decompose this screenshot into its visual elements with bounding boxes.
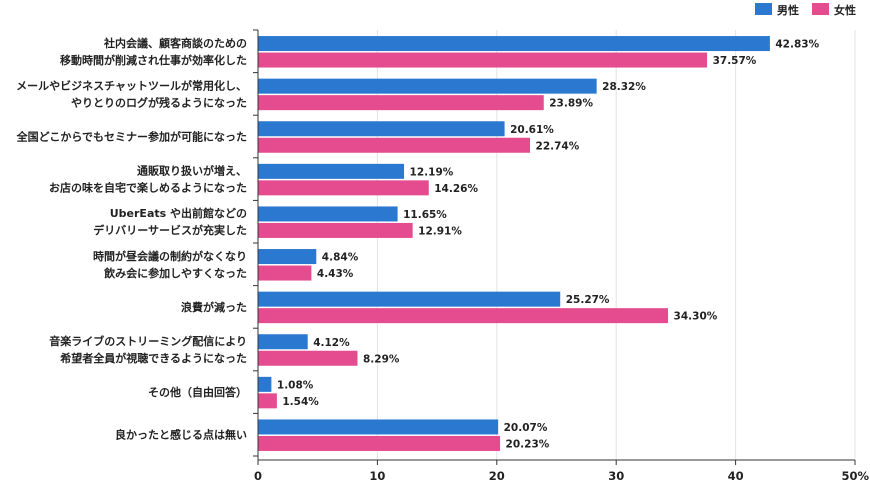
bar-female [258, 435, 501, 451]
category-label-line: 浪費が減った [181, 300, 247, 314]
bar-female [258, 95, 544, 111]
bar-female [258, 52, 708, 68]
bar-female [258, 180, 429, 196]
bar-male [258, 121, 505, 137]
bar-female [258, 350, 358, 366]
value-label: 20.23% [506, 438, 550, 450]
category-label-line: お店の味を自宅で楽しめるようになった [49, 181, 247, 195]
value-label: 25.27% [566, 294, 610, 306]
x-tick-label: 20 [489, 469, 505, 483]
bar-male [258, 376, 272, 392]
category-label: その他（自由回答） [148, 385, 247, 399]
value-label: 34.30% [674, 311, 718, 323]
category-label-line: 通販取り扱いが増え、 [137, 164, 247, 178]
bar-female [258, 308, 669, 324]
bar-male [258, 249, 317, 265]
value-label: 20.07% [504, 422, 548, 434]
value-label: 12.91% [418, 225, 462, 237]
category-label-line: メールやビジネスチャットツールが常用化し、 [16, 78, 247, 92]
bar-male [258, 419, 499, 435]
x-tick-label: 30 [608, 469, 624, 483]
value-label: 14.26% [434, 183, 478, 195]
value-label: 1.08% [277, 379, 314, 391]
category-label: 通販取り扱いが増え、お店の味を自宅で楽しめるようになった [49, 164, 247, 195]
value-label: 8.29% [363, 353, 400, 365]
bar-female [258, 393, 277, 409]
category-label-line: やりとりのログが残るようになった [71, 95, 247, 109]
x-tick-label: 10 [369, 469, 385, 483]
category-label: 音楽ライブのストリーミング配信により希望者全員が視聴できるようになった [49, 334, 247, 365]
category-label: UberEats や出前館などのデリバリーサービスが充実した [93, 206, 247, 237]
value-label: 28.32% [602, 81, 646, 93]
value-label: 42.83% [775, 39, 819, 51]
value-label: 23.89% [549, 98, 593, 110]
category-label-line: 希望者全員が視聴できるようになった [59, 351, 247, 365]
category-label-line: 全国どこからでもセミナー参加が可能になった [16, 130, 247, 144]
bar-male [258, 334, 308, 350]
category-label: 良かったと感じる点は無い [115, 428, 247, 442]
value-label: 11.65% [403, 209, 447, 221]
category-label: 浪費が減った [181, 300, 247, 314]
bar-female [258, 265, 312, 281]
category-label: 時間が昼会議の制約がなくなり飲み会に参加しやすくなった [93, 249, 247, 280]
bar-male [258, 163, 405, 179]
category-label-line: 時間が昼会議の制約がなくなり [93, 249, 247, 263]
category-label-line: 良かったと感じる点は無い [115, 428, 247, 442]
category-label: 全国どこからでもセミナー参加が可能になった [16, 130, 247, 144]
category-label-line: UberEats や出前館などの [110, 206, 247, 220]
bar-male [258, 291, 561, 307]
x-tick-label: 40 [728, 469, 744, 483]
bar-male [258, 206, 398, 222]
value-label: 12.19% [410, 166, 454, 178]
x-tick-label: 50% [841, 469, 869, 483]
bar-male [258, 78, 597, 94]
value-label: 4.84% [322, 252, 359, 264]
category-label-line: その他（自由回答） [148, 385, 247, 399]
category-label: 社内会議、顧客商談のための移動時間が削減され仕事が効率化した [60, 36, 247, 67]
value-label: 22.74% [536, 140, 580, 152]
value-label: 20.61% [510, 124, 554, 136]
x-tick-label: 0 [254, 469, 262, 483]
legend-label-male: 男性 [777, 3, 799, 17]
bar-male [258, 36, 770, 52]
value-label: 37.57% [713, 55, 757, 67]
category-label: メールやビジネスチャットツールが常用化し、やりとりのログが残るようになった [16, 78, 247, 109]
value-label: 1.54% [282, 396, 319, 408]
legend-label-female: 女性 [834, 3, 856, 17]
category-label-line: 移動時間が削減され仕事が効率化した [60, 53, 247, 67]
value-label: 4.43% [317, 268, 354, 280]
category-label-line: 飲み会に参加しやすくなった [103, 266, 247, 280]
bar-female [258, 137, 531, 153]
category-label-line: デリバリーサービスが充実した [93, 223, 247, 237]
legend-swatch-male [755, 3, 772, 15]
value-label: 4.12% [313, 337, 350, 349]
category-label-line: 音楽ライブのストリーミング配信により [49, 334, 247, 348]
bar-female [258, 222, 413, 238]
legend-swatch-female [812, 3, 829, 15]
category-label-line: 社内会議、顧客商談のための [103, 36, 247, 50]
